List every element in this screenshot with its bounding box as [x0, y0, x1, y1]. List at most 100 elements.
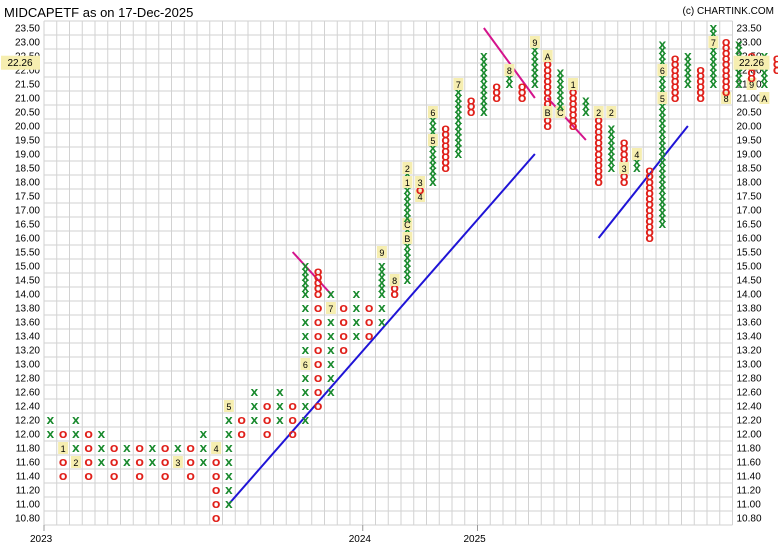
x-box: X — [429, 161, 437, 172]
o-box: O — [237, 430, 246, 441]
o-box: O — [620, 172, 629, 183]
x-box: X — [480, 91, 488, 102]
y-tick-label: 16.00 — [737, 234, 762, 245]
x-box: X — [557, 69, 565, 80]
x-axis: 2023 2024 2025 — [30, 525, 486, 545]
o-box: O — [696, 88, 705, 99]
x-box: X — [557, 102, 565, 113]
o-box: O — [569, 122, 578, 133]
o-box: O — [441, 130, 450, 141]
month-marker-bg — [555, 106, 566, 118]
last-price-label-right: 22.26 — [739, 58, 764, 69]
y-tick-label: 22.00 — [737, 66, 762, 77]
x-box: X — [327, 374, 335, 385]
month-marker: C — [404, 220, 411, 230]
x-box: X — [659, 113, 667, 124]
o-box: O — [671, 66, 680, 77]
month-marker: 6 — [430, 108, 435, 118]
y-tick-label: 17.00 — [15, 206, 40, 217]
x-box: X — [710, 24, 718, 35]
x-box: X — [659, 57, 667, 68]
y-tick-label: 10.80 — [15, 514, 40, 525]
x-box: X — [378, 318, 386, 329]
x-box: X — [659, 186, 667, 197]
x-box: X — [455, 94, 463, 105]
month-marker: 2 — [405, 164, 410, 174]
x-box: X — [557, 85, 565, 96]
x-box: X — [480, 69, 488, 80]
o-box: O — [314, 332, 323, 343]
o-box: O — [543, 60, 552, 71]
o-box: O — [339, 318, 348, 329]
o-box: O — [365, 318, 374, 329]
month-marker-bg — [376, 246, 387, 258]
x-box: X — [582, 102, 590, 113]
o-box: O — [110, 472, 119, 483]
month-marker: 8 — [507, 66, 512, 76]
month-marker-bg — [568, 78, 579, 90]
last-price-badge-left — [1, 55, 40, 70]
y-tick-label: 18.50 — [737, 164, 762, 175]
x-box: X — [276, 402, 284, 413]
month-marker: 9 — [532, 38, 537, 48]
o-box: O — [645, 183, 654, 194]
x-box: X — [302, 416, 310, 427]
x-box: X — [735, 74, 743, 85]
trendline-resistance — [546, 97, 587, 141]
o-box: O — [722, 38, 731, 49]
o-box: O — [722, 88, 731, 99]
month-marker-bg — [402, 232, 413, 244]
x-box: X — [353, 332, 361, 343]
x-box: X — [684, 63, 692, 74]
y-axis-left: 23.5023.0022.5022.0021.5021.0020.5020.00… — [15, 24, 40, 525]
y-tick-label: 14.50 — [15, 276, 40, 287]
x-axis-label: 2025 — [464, 534, 487, 545]
month-marker: 9 — [749, 80, 754, 90]
o-box: O — [212, 458, 221, 469]
x-box: X — [404, 248, 412, 259]
x-box: X — [659, 192, 667, 203]
month-marker: 1 — [61, 444, 66, 454]
x-box: X — [455, 150, 463, 161]
o-box: O — [671, 77, 680, 88]
x-box: X — [659, 46, 667, 57]
o-box: O — [314, 267, 323, 278]
copyright-label: (c) CHARTINK.COM — [683, 6, 774, 17]
x-box: X — [659, 164, 667, 175]
o-box: O — [416, 186, 425, 197]
o-box: O — [518, 94, 527, 105]
x-box: X — [302, 284, 310, 295]
x-box: X — [404, 209, 412, 220]
o-box: O — [441, 164, 450, 175]
o-box: O — [645, 206, 654, 217]
o-box: O — [722, 83, 731, 94]
x-box: X — [710, 69, 718, 80]
o-box: O — [59, 458, 68, 469]
month-marker-bg — [300, 358, 311, 370]
o-box: O — [747, 74, 756, 85]
x-box: X — [659, 102, 667, 113]
o-box: O — [339, 346, 348, 357]
x-box: X — [480, 57, 488, 68]
last-price-badge-right — [733, 55, 770, 70]
x-box: X — [659, 74, 667, 85]
x-box: X — [608, 158, 616, 169]
y-tick-label: 12.40 — [737, 402, 762, 413]
x-box: X — [531, 63, 539, 74]
o-box: O — [161, 458, 170, 469]
x-box: X — [608, 153, 616, 164]
x-box: X — [659, 214, 667, 225]
o-box: O — [135, 472, 144, 483]
x-box: X — [429, 127, 437, 138]
month-marker: 2 — [609, 108, 614, 118]
month-marker-bg — [402, 218, 413, 230]
month-marker-bg — [389, 274, 400, 286]
x-box: X — [404, 270, 412, 281]
x-box: X — [455, 88, 463, 99]
o-box: O — [84, 458, 93, 469]
o-box: O — [543, 116, 552, 127]
x-box: X — [302, 374, 310, 385]
y-tick-label: 16.00 — [15, 234, 40, 245]
x-box: X — [404, 225, 412, 236]
